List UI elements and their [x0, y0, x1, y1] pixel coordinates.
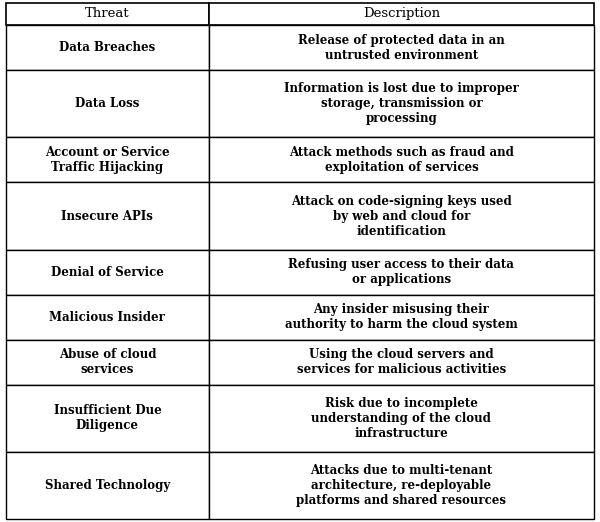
Text: Account or Service
Traffic Hijacking: Account or Service Traffic Hijacking — [45, 146, 170, 174]
Bar — [209, 25, 594, 70]
Text: Any insider misusing their
authority to harm the cloud system: Any insider misusing their authority to … — [285, 303, 518, 331]
Bar — [209, 295, 594, 340]
Bar — [6, 70, 209, 137]
Bar — [209, 250, 594, 295]
Text: Information is lost due to improper
storage, transmission or
processing: Information is lost due to improper stor… — [284, 82, 519, 125]
Text: Insufficient Due
Diligence: Insufficient Due Diligence — [53, 404, 161, 432]
Bar — [6, 25, 209, 70]
Bar — [209, 452, 594, 519]
Bar — [6, 137, 209, 182]
Text: Attacks due to multi-tenant
architecture, re-deployable
platforms and shared res: Attacks due to multi-tenant architecture… — [296, 464, 506, 507]
Text: Attack on code-signing keys used
by web and cloud for
identification: Attack on code-signing keys used by web … — [291, 195, 512, 238]
Bar — [6, 340, 209, 385]
Text: Abuse of cloud
services: Abuse of cloud services — [59, 348, 156, 376]
Bar — [209, 70, 594, 137]
Text: Shared Technology: Shared Technology — [45, 479, 170, 492]
Bar — [6, 3, 209, 25]
Text: Malicious Insider: Malicious Insider — [49, 311, 166, 324]
Bar — [6, 385, 209, 452]
Text: Threat: Threat — [85, 7, 130, 20]
Bar — [209, 182, 594, 250]
Text: Release of protected data in an
untrusted environment: Release of protected data in an untruste… — [298, 33, 505, 62]
Text: Using the cloud servers and
services for malicious activities: Using the cloud servers and services for… — [297, 348, 506, 376]
Bar — [209, 3, 594, 25]
Bar — [6, 452, 209, 519]
Text: Risk due to incomplete
understanding of the cloud
infrastructure: Risk due to incomplete understanding of … — [311, 397, 491, 440]
Text: Denial of Service: Denial of Service — [51, 266, 164, 279]
Bar — [6, 250, 209, 295]
Text: Data Breaches: Data Breaches — [59, 41, 155, 54]
Text: Insecure APIs: Insecure APIs — [61, 209, 154, 222]
Text: Description: Description — [363, 7, 440, 20]
Text: Refusing user access to their data
or applications: Refusing user access to their data or ap… — [289, 258, 514, 286]
Bar — [6, 295, 209, 340]
Bar — [209, 340, 594, 385]
Bar — [209, 385, 594, 452]
Bar — [209, 137, 594, 182]
Text: Data Loss: Data Loss — [75, 97, 140, 110]
Text: Attack methods such as fraud and
exploitation of services: Attack methods such as fraud and exploit… — [289, 146, 514, 174]
Bar — [6, 182, 209, 250]
